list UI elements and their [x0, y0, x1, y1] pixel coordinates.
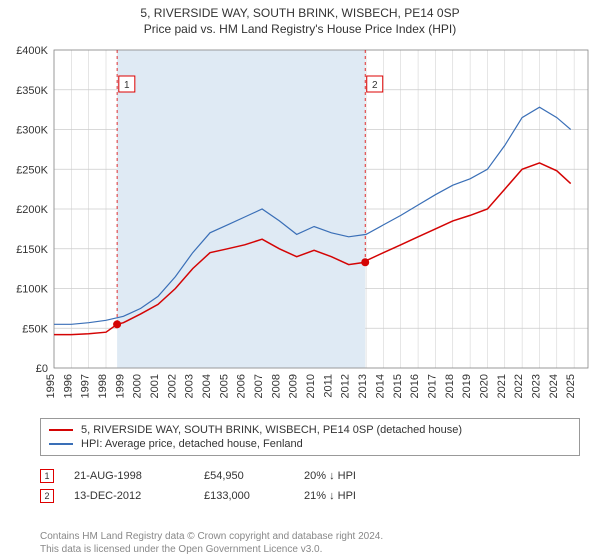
svg-text:2022: 2022: [513, 374, 525, 398]
svg-text:£0: £0: [36, 363, 48, 375]
event-date: 21-AUG-1998: [74, 470, 184, 482]
svg-text:2015: 2015: [392, 374, 404, 398]
svg-text:1999: 1999: [114, 374, 126, 398]
shaded-band: [117, 50, 365, 368]
svg-text:2007: 2007: [253, 374, 265, 398]
svg-text:2004: 2004: [201, 374, 213, 398]
event-price: £133,000: [204, 490, 284, 502]
event-diff: 21% ↓ HPI: [304, 490, 394, 502]
event-diff: 20% ↓ HPI: [304, 470, 394, 482]
page-root: 5, RIVERSIDE WAY, SOUTH BRINK, WISBECH, …: [0, 0, 600, 560]
svg-text:2000: 2000: [132, 374, 144, 398]
svg-text:2002: 2002: [166, 374, 178, 398]
legend-and-events: 5, RIVERSIDE WAY, SOUTH BRINK, WISBECH, …: [40, 418, 580, 506]
svg-text:2013: 2013: [357, 374, 369, 398]
svg-text:2023: 2023: [530, 374, 542, 398]
legend-swatch: [49, 443, 73, 445]
svg-text:2003: 2003: [184, 374, 196, 398]
svg-text:1998: 1998: [97, 374, 109, 398]
svg-text:2018: 2018: [444, 374, 456, 398]
page-subtitle: Price paid vs. HM Land Registry's House …: [0, 22, 600, 36]
legend-row: HPI: Average price, detached house, Fenl…: [49, 437, 571, 451]
svg-text:1: 1: [124, 80, 130, 91]
svg-text:£150K: £150K: [16, 244, 48, 256]
svg-text:1996: 1996: [62, 374, 74, 398]
event-marker-box: 2: [40, 489, 54, 503]
svg-text:2005: 2005: [218, 374, 230, 398]
legend-box: 5, RIVERSIDE WAY, SOUTH BRINK, WISBECH, …: [40, 418, 580, 456]
svg-text:2011: 2011: [322, 374, 334, 398]
event-date: 13-DEC-2012: [74, 490, 184, 502]
x-tick-labels: 1995 1996 1997 1998 1999 2000 2001 2002 2003 2004…: [45, 374, 577, 398]
svg-text:2010: 2010: [305, 374, 317, 398]
header: 5, RIVERSIDE WAY, SOUTH BRINK, WISBECH, …: [0, 0, 600, 36]
legend-label: 5, RIVERSIDE WAY, SOUTH BRINK, WISBECH, …: [81, 424, 462, 436]
svg-text:2014: 2014: [374, 374, 386, 398]
footer-attribution: Contains HM Land Registry data © Crown c…: [40, 530, 383, 556]
footer-line: Contains HM Land Registry data © Crown c…: [40, 530, 383, 543]
svg-text:£100K: £100K: [16, 284, 48, 296]
svg-text:2025: 2025: [565, 374, 577, 398]
svg-text:2019: 2019: [461, 374, 473, 398]
svg-text:£300K: £300K: [16, 125, 48, 137]
legend-label: HPI: Average price, detached house, Fenl…: [81, 438, 303, 450]
svg-text:2006: 2006: [236, 374, 248, 398]
svg-text:2016: 2016: [409, 374, 421, 398]
chart-area: 12 £0£50K£100K£150K£200K£250K£300K£350K£…: [6, 42, 594, 412]
svg-text:2008: 2008: [270, 374, 282, 398]
line-chart-svg: 12 £0£50K£100K£150K£200K£250K£300K£350K£…: [6, 42, 594, 412]
page-title: 5, RIVERSIDE WAY, SOUTH BRINK, WISBECH, …: [0, 6, 600, 20]
svg-text:£400K: £400K: [16, 45, 48, 57]
svg-text:£50K: £50K: [22, 323, 48, 335]
svg-text:2024: 2024: [548, 374, 560, 398]
svg-text:2017: 2017: [426, 374, 438, 398]
event-marker-box: 1: [40, 469, 54, 483]
svg-text:£350K: £350K: [16, 85, 48, 97]
svg-text:1997: 1997: [80, 374, 92, 398]
svg-text:2012: 2012: [340, 374, 352, 398]
footer-line: This data is licensed under the Open Gov…: [40, 543, 383, 556]
legend-row: 5, RIVERSIDE WAY, SOUTH BRINK, WISBECH, …: [49, 423, 571, 437]
event-price: £54,950: [204, 470, 284, 482]
events-table: 1 21-AUG-1998 £54,950 20% ↓ HPI 2 13-DEC…: [40, 466, 580, 506]
legend-swatch: [49, 429, 73, 431]
svg-text:2001: 2001: [149, 374, 161, 398]
svg-text:1995: 1995: [45, 374, 57, 398]
svg-text:£250K: £250K: [16, 164, 48, 176]
svg-text:2020: 2020: [478, 374, 490, 398]
svg-text:2: 2: [372, 80, 378, 91]
svg-text:2009: 2009: [288, 374, 300, 398]
event-row: 1 21-AUG-1998 £54,950 20% ↓ HPI: [40, 466, 580, 486]
event-row: 2 13-DEC-2012 £133,000 21% ↓ HPI: [40, 486, 580, 506]
y-tick-labels: £0 £50K £100K £150K £200K £250K £300K £350K £400…: [16, 45, 48, 375]
svg-text:2021: 2021: [496, 374, 508, 398]
svg-text:£200K: £200K: [16, 204, 48, 216]
